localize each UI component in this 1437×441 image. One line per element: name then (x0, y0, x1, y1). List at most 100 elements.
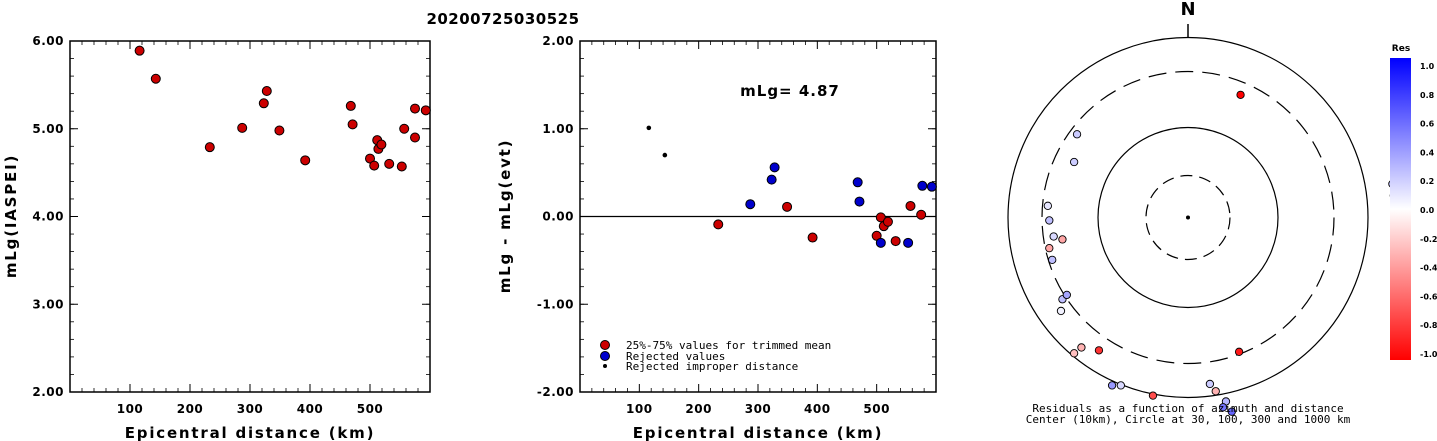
data-point (905, 200, 916, 211)
residual-point (1045, 244, 1054, 253)
x-tick-label: 400 (297, 402, 324, 416)
data-point (237, 122, 248, 133)
data-points (134, 45, 431, 172)
data-point (376, 139, 387, 150)
residual-point (1058, 235, 1067, 244)
colorbar-tick-labels: 1.0 0.8 0.6 0.4 0.2 0.0 -0.2 -0.4 -0.6 -0.8 -1.0 (1420, 62, 1437, 359)
legend-label-improper: Rejected improper distance (626, 360, 798, 373)
y-tick-label: 6.00 (32, 34, 64, 48)
data-point (420, 105, 431, 116)
y-tick-label: -2.00 (537, 385, 574, 399)
residual-point (1043, 201, 1052, 210)
circle-30km (1145, 174, 1231, 261)
y-tick-labels: -2.00 -1.00 0.00 1.00 2.00 (537, 34, 574, 399)
y-axis-label: mLg - mLg(evt) (496, 139, 514, 294)
colorbar-tick-label: -0.2 (1420, 235, 1437, 244)
colorbar-gradient (1390, 58, 1411, 360)
data-point (274, 125, 285, 136)
data-point (662, 152, 668, 158)
residual-point (1048, 255, 1057, 264)
residual-point (1077, 343, 1086, 352)
circle-1000km (1007, 36, 1369, 399)
colorbar-tick-label: -0.8 (1420, 321, 1437, 330)
data-point (916, 209, 927, 220)
data-point (917, 180, 928, 191)
epicenter (1186, 215, 1190, 220)
y-tick-label: 5.00 (32, 122, 64, 136)
data-point (769, 162, 780, 173)
y-tick-label: 0.00 (542, 210, 574, 224)
y-tick-labels: 2.00 3.00 4.00 5.00 6.00 (32, 34, 64, 399)
legend-label-rejected: Rejected values (626, 350, 725, 363)
data-point (745, 199, 756, 210)
tick-marks (70, 40, 430, 393)
data-point (807, 232, 818, 243)
residual-point (1234, 347, 1244, 356)
y-tick-label: 4.00 (32, 210, 64, 224)
y-tick-label: -1.00 (537, 297, 574, 311)
colorbar-tick-label: 0.2 (1420, 177, 1434, 186)
tick-marks (580, 40, 936, 393)
data-point (782, 201, 793, 212)
x-tick-label: 500 (357, 402, 384, 416)
data-point (347, 119, 358, 130)
circle-300km (1041, 70, 1335, 365)
caption-line-1: Residuals as a function of azimuth and d… (1032, 402, 1343, 415)
data-point (903, 237, 914, 248)
colorbar: Res 1.0 0.8 0.6 0.4 0.2 0.0 -0.2 -0.4 -0.6 -0.8 -1… (1390, 44, 1437, 360)
x-tick-label: 400 (804, 402, 831, 416)
data-point (384, 158, 395, 169)
data-point (396, 161, 407, 172)
figure-title: 20200725030525 (426, 10, 579, 28)
residual-point (1236, 90, 1245, 100)
mlg-annotation: mLg= 4.87 (740, 82, 840, 100)
caption-line-2: Center (10km), Circle at 30, 100, 300 an… (1026, 413, 1351, 426)
data-point (150, 73, 161, 84)
y-tick-label: 3.00 (32, 297, 64, 311)
data-point (399, 123, 410, 134)
residual-point (1218, 403, 1228, 412)
x-tick-labels: 100 200 300 400 500 (117, 402, 384, 416)
north-label: N (1180, 0, 1195, 20)
panel-residuals: -2.00 -1.00 0.00 1.00 2.00 100 200 300 400 500 E… (496, 34, 937, 441)
residual-point (1056, 306, 1066, 316)
legend-marker-rejected (600, 351, 610, 361)
data-point (875, 212, 886, 223)
data-point (345, 100, 356, 111)
colorbar-title: Res (1392, 44, 1410, 54)
colorbar-tick-label: 0.6 (1420, 120, 1435, 129)
residual-point (1094, 346, 1104, 355)
legend-marker-trimmed (600, 340, 610, 350)
circle-100km (1097, 126, 1279, 309)
y-tick-label: 2.00 (542, 34, 574, 48)
data-points (646, 125, 937, 248)
residual-point (1227, 407, 1236, 416)
x-tick-label: 300 (745, 402, 772, 416)
colorbar-tick-label: -0.4 (1420, 264, 1437, 273)
data-point (134, 45, 145, 56)
data-point (646, 125, 652, 131)
data-point (261, 86, 272, 97)
residual-point (1062, 290, 1071, 300)
data-point (258, 98, 269, 109)
residual-point (1069, 157, 1079, 167)
residual-point (1072, 130, 1082, 139)
data-point (882, 216, 893, 227)
y-tick-label: 2.00 (32, 385, 64, 399)
data-point (369, 160, 380, 171)
colorbar-tick-label: -1.0 (1420, 350, 1437, 359)
residual-point (1107, 381, 1117, 390)
data-point (410, 103, 420, 114)
y-tick-label: 1.00 (542, 122, 574, 136)
plot-frame (69, 40, 431, 393)
data-point (875, 237, 886, 248)
x-tick-labels: 100 200 300 400 500 (626, 402, 890, 416)
x-axis-label: Epicentral distance (km) (125, 424, 376, 441)
data-point (854, 196, 865, 207)
residual-point (1045, 216, 1054, 225)
residual-point (1211, 387, 1220, 396)
y-axis-label: mLg(IASPEI) (2, 154, 20, 278)
panel-magnitude: 2.00 3.00 4.00 5.00 6.00 100 200 300 400 500 Epi… (2, 34, 431, 441)
x-tick-label: 500 (863, 402, 890, 416)
